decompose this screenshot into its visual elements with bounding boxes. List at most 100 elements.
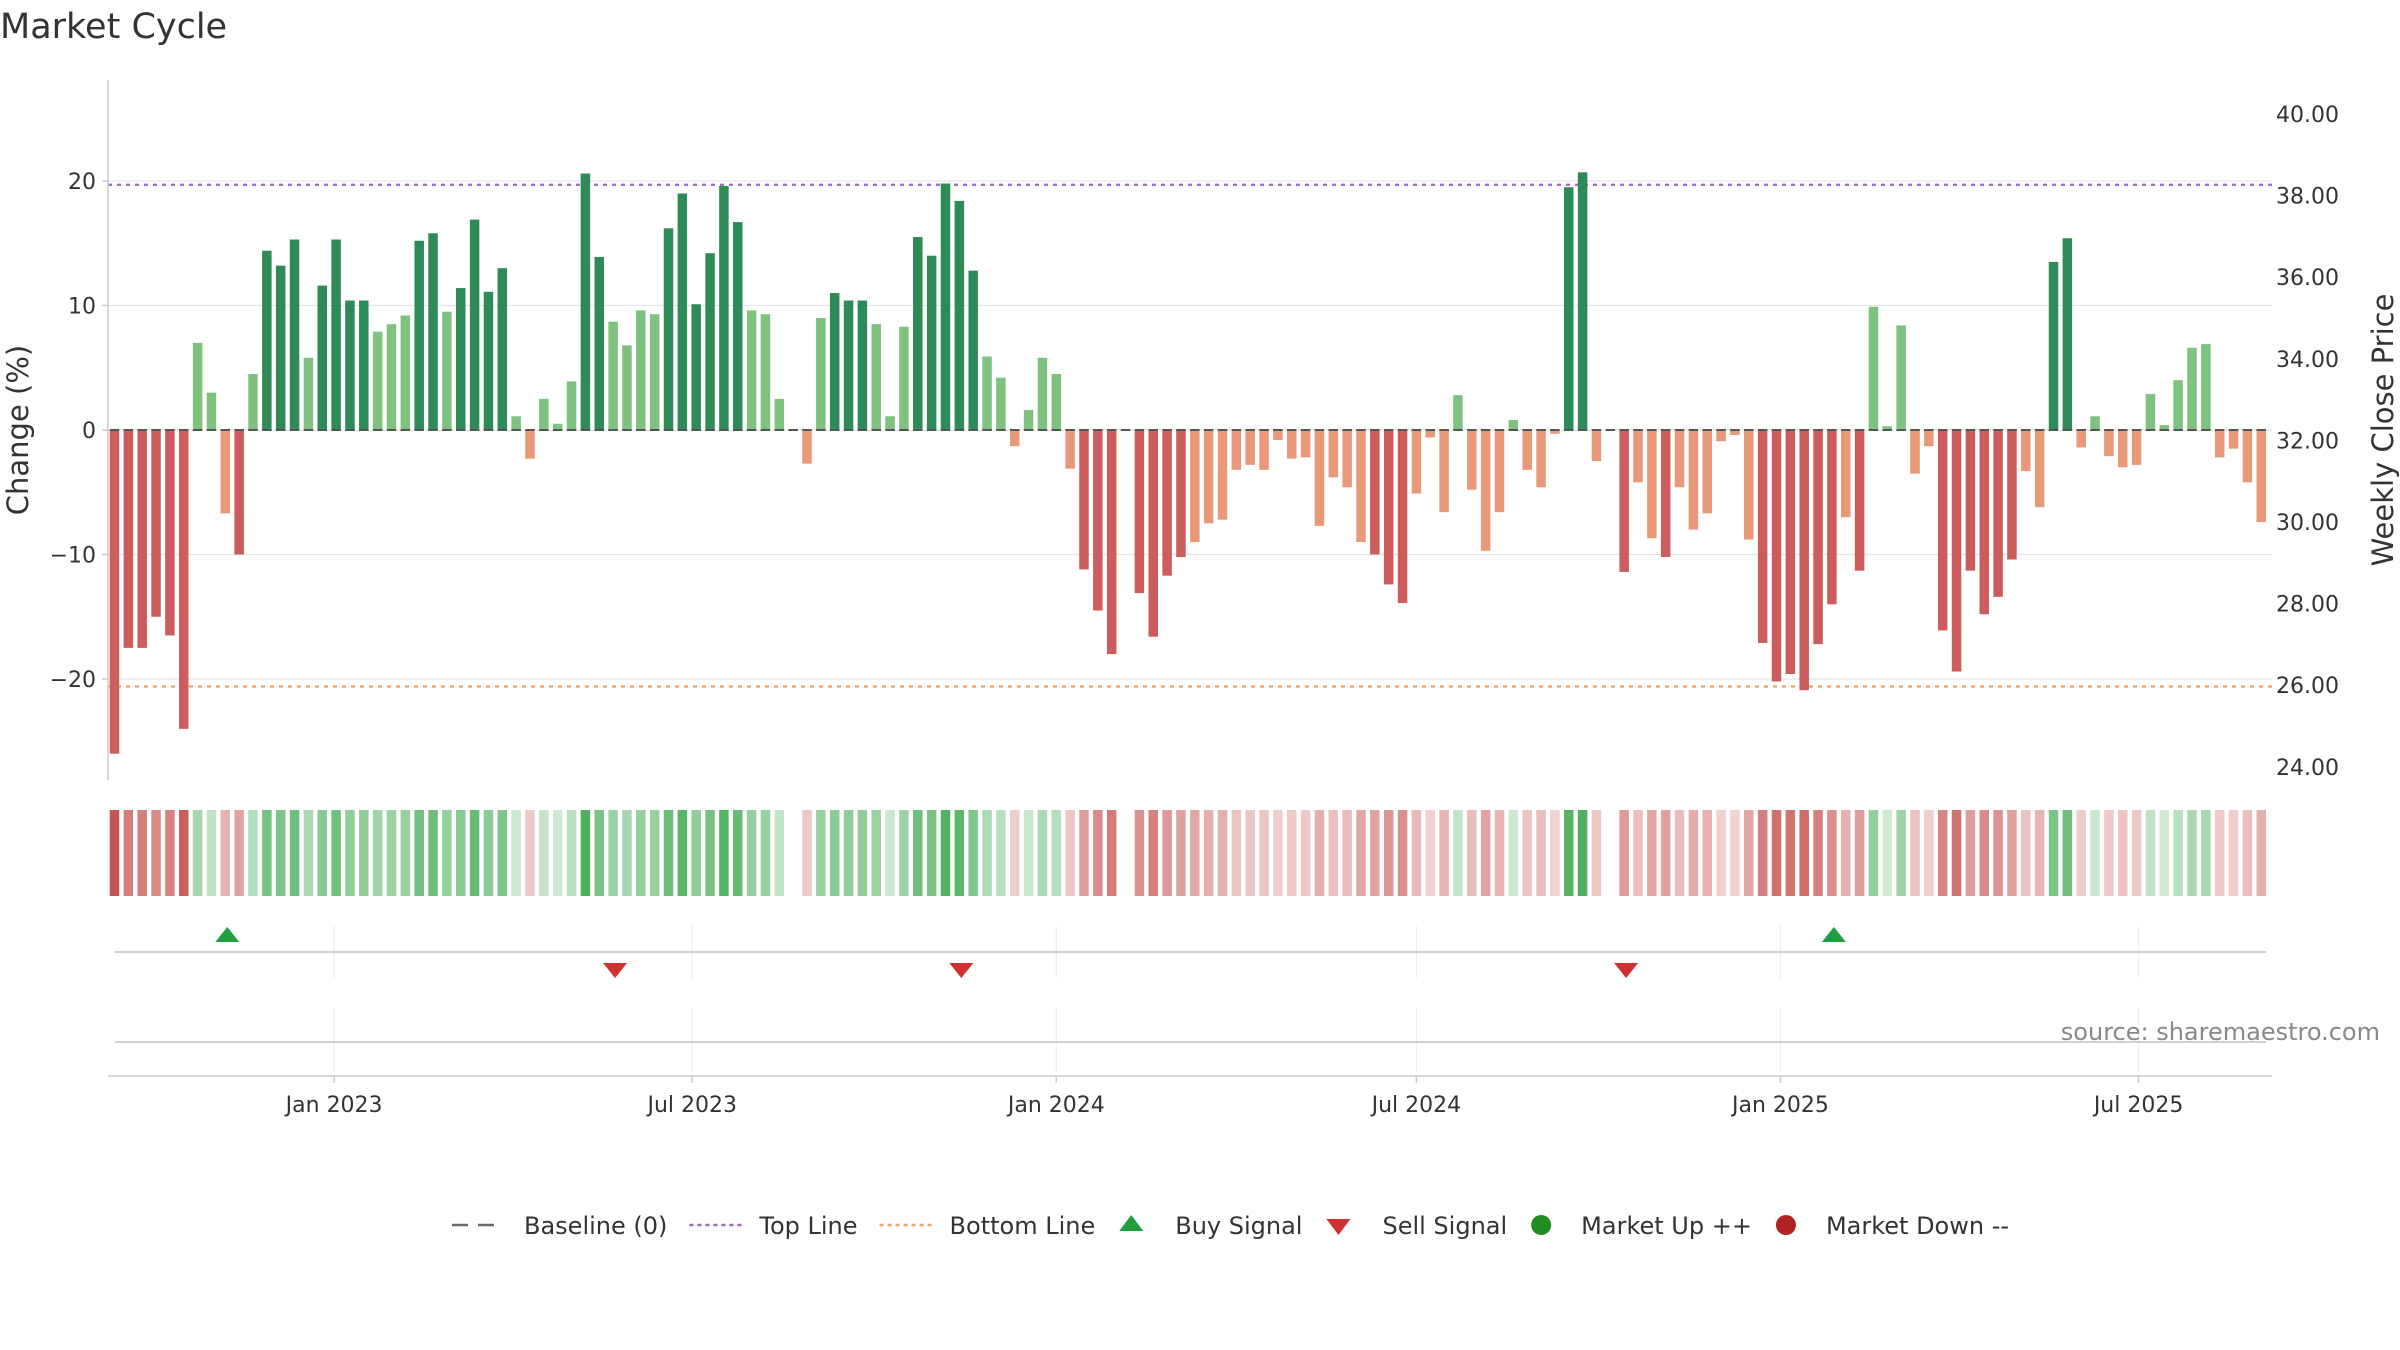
bar [2048, 261, 2059, 430]
heat-cell [2021, 810, 2031, 896]
y-tick-label: −20 [50, 668, 96, 693]
heat-cell [2214, 810, 2225, 896]
heat-cell [940, 810, 951, 896]
bar [234, 430, 244, 555]
x-tick-label: Jul 2024 [1370, 1093, 1462, 1118]
bar [1245, 430, 1255, 465]
heat-cell [871, 810, 881, 896]
heat-cell [1148, 810, 1158, 896]
heat-cell [760, 810, 771, 896]
heat-cell [1633, 810, 1643, 896]
heat-cell [1093, 810, 1103, 896]
bar [2021, 430, 2031, 472]
bar [871, 324, 881, 430]
bar [857, 300, 868, 430]
heat-cell [2048, 810, 2059, 896]
bar [608, 321, 618, 430]
y-right-tick-label: 40.00 [2276, 103, 2339, 128]
heat-cell [1965, 810, 1976, 896]
heat-cell [1868, 810, 1879, 896]
bar [2034, 430, 2045, 508]
bar [691, 304, 701, 430]
heat-cell [192, 810, 203, 896]
legend-label: Buy Signal [1175, 1212, 1302, 1240]
heat-cell [774, 810, 785, 896]
bar [414, 240, 424, 430]
heat-cell [982, 810, 992, 896]
heat-cell [649, 810, 660, 896]
heat-cell [2173, 810, 2183, 896]
bar [774, 398, 785, 430]
heat-cell [968, 810, 978, 896]
bar [497, 268, 508, 430]
legend-swatch [1775, 1215, 1796, 1235]
heat-cell [1439, 810, 1449, 896]
heat-cell [456, 810, 466, 896]
bar [469, 219, 480, 430]
heat-cell [954, 810, 965, 896]
bar [442, 311, 452, 430]
heat-cell [345, 810, 355, 896]
bar [2242, 430, 2253, 483]
heat-cell [483, 810, 494, 896]
heat-cell [843, 810, 854, 896]
bar [1951, 430, 1962, 672]
y-right-tick-label: 24.00 [2276, 756, 2339, 781]
bar [2187, 347, 2197, 430]
heat-cell [1010, 810, 1020, 896]
heat-cell [511, 810, 521, 896]
heat-cell [719, 810, 729, 896]
heat-cell [580, 810, 591, 896]
heat-cell [1896, 810, 1906, 896]
heat-cell [1979, 810, 1989, 896]
y-axis-right: 24.00 26.00 28.00 30.00 32.00 34.00 36.00 38.00… [2276, 103, 2339, 781]
legend-item: Market Up ++ [1531, 1212, 1752, 1240]
heat-cell [857, 810, 868, 896]
bar [2145, 393, 2156, 430]
bar [829, 293, 840, 430]
heat-cell [691, 810, 701, 896]
heat-cell [331, 810, 341, 896]
y-right-tick-label: 28.00 [2276, 593, 2339, 618]
bar [1688, 430, 1699, 530]
heat-cell [2076, 810, 2086, 896]
bar [1023, 410, 1034, 430]
heat-cell [1300, 810, 1311, 896]
bar [1190, 430, 1200, 543]
bar [525, 430, 535, 459]
bar [2076, 430, 2086, 448]
bar [649, 314, 660, 430]
chart-title: Market Cycle [0, 7, 227, 47]
bar [511, 416, 521, 430]
bar [179, 430, 189, 729]
heat-cell [317, 810, 327, 896]
heat-cell [1508, 810, 1519, 896]
y-right-tick-label: 26.00 [2276, 674, 2339, 699]
heat-cell [802, 810, 812, 896]
y-right-tick-label: 36.00 [2276, 266, 2339, 291]
heat-cell [1134, 810, 1145, 896]
bar [1300, 430, 1311, 458]
heat-cell [1674, 810, 1685, 896]
bar [594, 256, 604, 430]
bar [1217, 430, 1228, 520]
bar [677, 193, 688, 430]
bar [1827, 430, 1837, 605]
bar [359, 300, 369, 430]
bar [1480, 430, 1491, 551]
bar [566, 381, 577, 430]
heat-cell [1328, 810, 1339, 896]
bar [1134, 430, 1145, 594]
heat-cell [1023, 810, 1034, 896]
legend-item: Baseline (0) [452, 1212, 667, 1240]
heat-strip [109, 810, 2266, 896]
bar [926, 255, 937, 430]
bar [1577, 172, 1588, 430]
legend-label: Top Line [758, 1212, 857, 1240]
heat-cell [1702, 810, 1712, 896]
heat-cell [1730, 810, 1740, 896]
heat-cell [1383, 810, 1394, 896]
bar [1467, 430, 1477, 490]
bar [2173, 380, 2183, 430]
bar [400, 315, 411, 430]
